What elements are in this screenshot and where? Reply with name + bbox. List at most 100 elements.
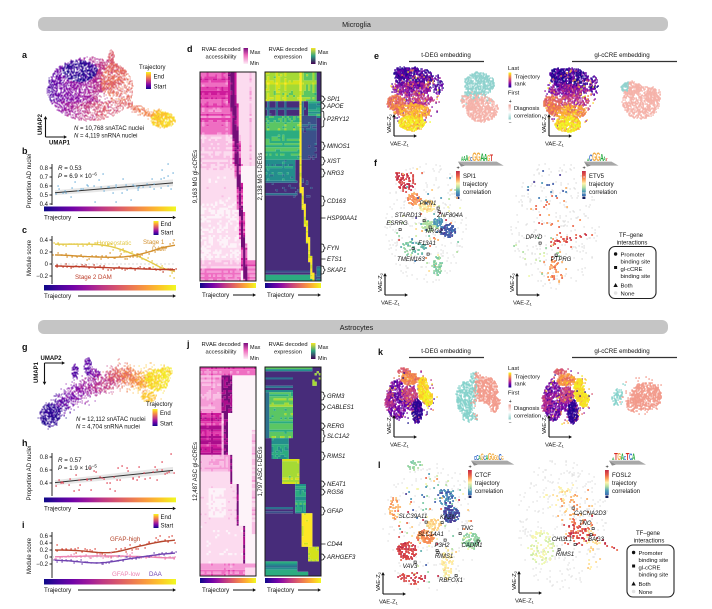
svg-text:TMEM163: TMEM163 [397,257,425,263]
svg-text:End: End [160,411,171,417]
svg-text:UMAP1: UMAP1 [34,361,40,383]
svg-text:TNC: TNC [579,521,592,527]
svg-text:correlation: correlation [514,414,541,420]
svg-text:SLC14A1: SLC14A1 [418,532,444,538]
svg-text:−: − [509,120,512,126]
svg-text:trajectory: trajectory [612,481,637,487]
svg-text:VAE-Z1: VAE-Z1 [515,599,535,605]
svg-text:Module score: Module score [27,239,33,276]
svg-text:Max: Max [250,50,261,56]
svg-text:accessibility: accessibility [206,55,237,61]
svg-text:GFAP-high: GFAP-high [110,536,141,543]
svg-text:Astrocytes: Astrocytes [340,323,374,332]
svg-text:12,487 ASC gl-cCREs: 12,487 ASC gl-cCREs [193,442,199,501]
svg-text:ESRRG: ESRRG [386,221,408,227]
svg-text:t-DEG embedding: t-DEG embedding [421,348,471,355]
svg-text:DAA: DAA [149,571,163,578]
svg-text:0.4: 0.4 [40,541,49,547]
svg-text:T: T [614,452,618,463]
svg-text:NRG2: NRG2 [426,229,443,235]
svg-text:RVAE decoded: RVAE decoded [268,47,307,53]
svg-text:P2RY12: P2RY12 [327,117,350,123]
svg-text:0.2: 0.2 [40,548,49,554]
svg-text:UMAP1: UMAP1 [49,141,71,147]
svg-text:Last: Last [508,66,519,72]
svg-text:APOE: APOE [326,104,345,110]
svg-text:SLC1A2: SLC1A2 [327,434,350,440]
svg-text:Stage 2 DAM: Stage 2 DAM [75,274,112,281]
svg-text:P3H2: P3H2 [434,543,450,549]
svg-text:BAG3: BAG3 [588,537,605,543]
svg-text:A: A [465,154,468,163]
svg-text:d: d [187,44,193,54]
svg-text:j: j [186,339,190,349]
svg-text:VAV3: VAV3 [403,564,418,570]
svg-text:FOSL2: FOSL2 [612,473,632,479]
svg-text:RIMS1: RIMS1 [327,454,345,460]
svg-text:correlation: correlation [514,114,541,120]
svg-text:a: a [22,50,28,60]
svg-text:b: b [22,146,28,156]
svg-text:C: C [589,153,593,163]
svg-text:+: + [583,166,586,172]
svg-text:VAE-Z2: VAE-Z2 [387,414,393,434]
svg-text:Trajectory: Trajectory [44,293,72,300]
svg-text:A: A [612,456,614,461]
svg-text:gl-cCRE: gl-cCRE [639,566,661,572]
svg-text:CADM1: CADM1 [461,543,482,549]
svg-text:e: e [374,51,379,61]
svg-text:G: G [487,154,490,163]
svg-text:TF–gene: TF–gene [636,531,661,537]
svg-text:RIMS1: RIMS1 [556,552,574,558]
svg-text:A: A [600,153,604,164]
svg-text:0: 0 [45,262,49,268]
svg-text:0: 0 [45,555,49,561]
svg-text:Proportion AD nuclei: Proportion AD nuclei [27,446,33,501]
svg-text:A: A [603,157,606,163]
svg-text:binding site: binding site [639,558,670,564]
svg-text:Proportion AD nuclei: Proportion AD nuclei [27,154,33,209]
svg-text:A: A [478,456,481,462]
svg-text:PTPRG: PTPRG [551,257,572,263]
svg-text:l: l [378,460,381,470]
svg-text:gl-cCRE embedding: gl-cCRE embedding [594,52,650,59]
svg-text:VAE-Z2: VAE-Z2 [512,570,518,590]
svg-text:interactions: interactions [634,539,665,545]
svg-text:KAZN: KAZN [440,515,457,521]
svg-text:0.8: 0.8 [40,455,49,461]
svg-text:Diagnosis: Diagnosis [514,406,540,412]
svg-text:Trajectory: Trajectory [202,587,230,594]
svg-text:CD44: CD44 [327,542,343,548]
svg-text:F13A1: F13A1 [418,241,436,247]
svg-text:NEAT1: NEAT1 [327,482,346,488]
svg-text:binding site: binding site [621,274,652,280]
svg-text:Microglia: Microglia [342,20,371,29]
svg-text:Max: Max [250,345,261,351]
svg-text:+: + [509,399,512,405]
svg-text:0.2: 0.2 [40,250,49,256]
svg-text:Max: Max [318,50,329,56]
svg-text:expression: expression [274,55,302,61]
svg-text:G: G [592,150,596,164]
svg-text:C: C [624,456,627,462]
svg-text:gl-cCRE: gl-cCRE [621,267,643,273]
svg-text:trajectory: trajectory [475,481,500,487]
svg-text:VAE-Z1: VAE-Z1 [545,142,565,148]
svg-text:CACNA2D3: CACNA2D3 [574,511,607,517]
svg-text:SPI1: SPI1 [327,97,340,103]
svg-text:First: First [508,391,520,397]
svg-text:Start: Start [161,231,174,237]
svg-text:VAE-Z1: VAE-Z1 [379,600,399,606]
svg-text:C: C [499,453,502,462]
svg-text:None: None [621,292,636,298]
svg-text:k: k [378,347,384,357]
svg-text:VAE-Z2: VAE-Z2 [376,571,382,591]
svg-text:Both: Both [621,284,633,290]
svg-text:VAE-Z1: VAE-Z1 [390,443,410,449]
svg-text:Trajectory: Trajectory [267,587,295,594]
svg-text:0.4: 0.4 [40,238,49,244]
svg-text:A: A [484,153,488,164]
svg-text:N = 10,768 snATAC nuclei: N = 10,768 snATAC nuclei [74,126,144,132]
svg-text:Max: Max [318,345,329,351]
svg-text:UMAP2: UMAP2 [38,113,44,135]
